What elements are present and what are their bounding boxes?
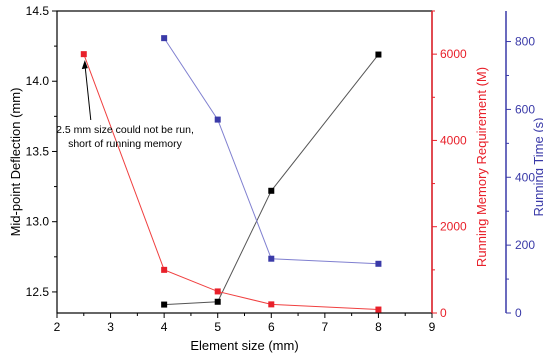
time-data-point [268,255,275,262]
time-axis-title: Running Time (s) [531,118,543,217]
left-tick-label: 14.5 [26,4,50,18]
left-tick-label: 14.0 [26,74,50,88]
memory-tick-label: 6000 [440,47,467,61]
deflection-data-point [161,301,168,308]
memory-axis-title: Running Memory Requirement (M) [474,67,489,267]
time-series-line [163,37,379,265]
annotation-text-line: short of running memory [68,138,183,150]
time-data-point [214,116,221,123]
memory-series-line [83,53,379,311]
memory-tick-label: 2000 [440,220,467,234]
annotation: 2.5 mm size could not be run, short of ru… [56,60,194,150]
memory-tick-label: 0 [440,306,447,320]
memory-data-point [214,288,221,295]
memory-y-axis: 0 2000 4000 6000 [431,10,467,320]
left-tick-label: 13.0 [26,215,50,229]
x-tick-label: 8 [375,320,382,334]
x-tick-label: 4 [161,320,168,334]
memory-data-point [375,306,382,313]
memory-data-point [161,266,168,273]
left-tick-label: 13.5 [26,144,50,158]
x-tick-label: 7 [322,320,329,334]
annotation-arrow-line [84,63,92,121]
x-axis: 2 3 4 5 6 7 8 9 [54,313,436,334]
x-axis-title: Element size (mm) [190,338,298,353]
time-tick-label: 800 [515,35,535,49]
x-tick-label: 2 [54,320,61,334]
memory-data-point [268,301,275,308]
series-layer [80,35,382,313]
annotation-arrow-head [81,60,88,70]
deflection-data-point [268,187,275,194]
time-tick-label: 400 [515,170,535,184]
deflection-series-line [164,54,379,306]
left-tick-label: 12.5 [26,285,50,299]
x-tick-label: 9 [429,320,436,334]
left-axis-title: Mid-point Deflection (mm) [8,88,23,237]
time-tick-label: 600 [515,102,535,116]
time-data-point [375,260,382,267]
x-tick-label: 3 [107,320,114,334]
time-tick-label: 0 [515,306,522,320]
time-tick-label: 200 [515,238,535,252]
deflection-data-point [375,51,382,58]
time-y-axis: 0 200 400 600 800 [505,11,535,320]
memory-tick-label: 4000 [440,133,467,147]
deflection-data-point [214,298,221,305]
x-tick-label: 6 [268,320,275,334]
x-tick-label: 5 [214,320,221,334]
left-y-axis: 12.5 13.0 13.5 14.0 14.5 [26,4,57,299]
annotation-text-line: 2.5 mm size could not be run, [56,124,194,136]
memory-data-point [80,51,87,58]
time-data-point [161,35,168,42]
